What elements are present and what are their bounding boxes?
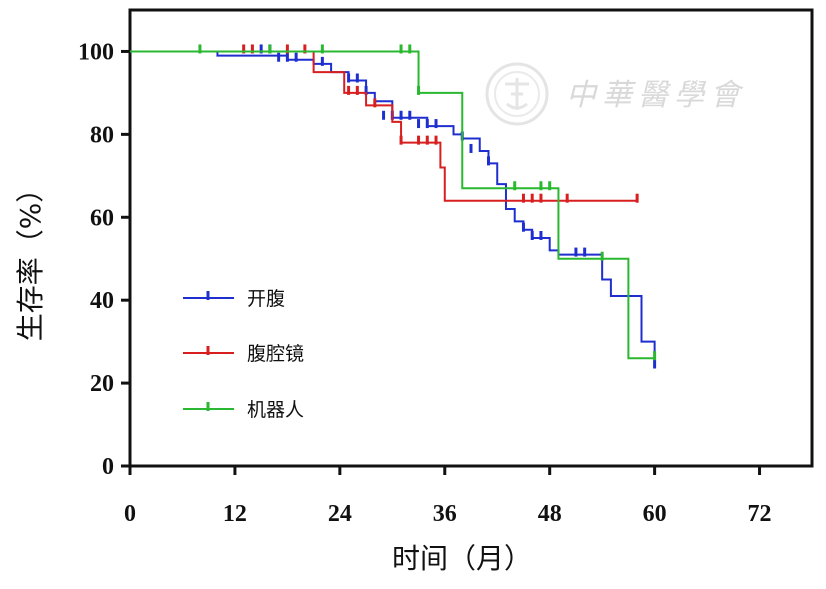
series-3 xyxy=(130,44,657,361)
y-tick-label: 0 xyxy=(102,454,114,480)
legend-item: 腹腔镜 xyxy=(183,343,304,365)
watermark-seal-icon xyxy=(485,62,549,126)
legend-item: 机器人 xyxy=(183,399,304,421)
legend-label: 开腹 xyxy=(247,288,285,310)
x-tick-label: 0 xyxy=(124,501,136,527)
watermark-text: 中華醫學會 xyxy=(566,78,746,113)
series-2 xyxy=(130,44,639,203)
y-tick-label: 60 xyxy=(90,205,114,231)
plot-frame xyxy=(128,8,814,468)
x-tick-label: 24 xyxy=(328,501,352,527)
series-line xyxy=(130,50,638,202)
axes: 0 12 24 36 48 60 72 0 20 40 60 80 100 xyxy=(78,8,814,527)
y-tick-label: 40 xyxy=(90,288,114,314)
series-line xyxy=(130,50,655,360)
x-tick-label: 60 xyxy=(643,501,667,527)
y-tick-label: 20 xyxy=(90,371,114,397)
y-tick-label: 100 xyxy=(78,39,114,65)
watermark: 中華醫學會 xyxy=(485,62,746,126)
x-axis-title: 时间（月） xyxy=(392,542,532,575)
series-layer xyxy=(130,44,657,369)
legend-label: 机器人 xyxy=(247,399,304,421)
x-tick-label: 72 xyxy=(748,501,772,527)
x-tick-label: 36 xyxy=(433,501,457,527)
y-axis-title: 生存率（%） xyxy=(14,175,47,342)
legend-item: 开腹 xyxy=(183,288,285,310)
x-tick-label: 12 xyxy=(223,501,247,527)
y-tick-label: 80 xyxy=(90,122,114,148)
legend-label: 腹腔镜 xyxy=(247,343,304,365)
x-tick-label: 48 xyxy=(538,501,562,527)
